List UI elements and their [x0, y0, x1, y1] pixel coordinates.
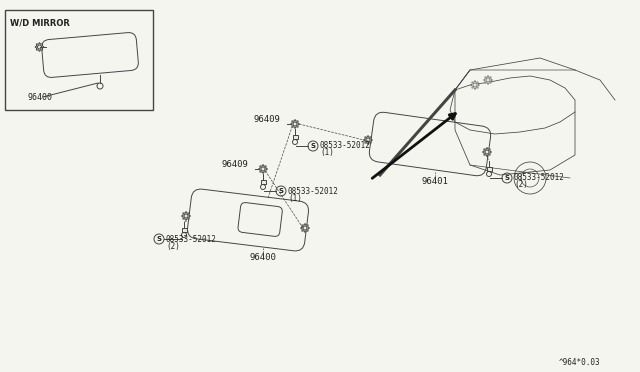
Polygon shape	[182, 212, 191, 221]
Circle shape	[184, 214, 188, 218]
Polygon shape	[483, 76, 493, 84]
Text: 08533-52012: 08533-52012	[288, 186, 339, 196]
Text: 96400: 96400	[27, 93, 52, 102]
Circle shape	[485, 150, 489, 154]
Polygon shape	[259, 164, 268, 173]
Circle shape	[293, 122, 297, 126]
Text: W/D MIRROR: W/D MIRROR	[10, 18, 70, 27]
FancyBboxPatch shape	[369, 112, 491, 176]
Text: 96400: 96400	[250, 253, 276, 262]
Bar	[182, 228, 186, 232]
Text: (1): (1)	[320, 148, 334, 157]
Text: S: S	[278, 188, 284, 194]
Circle shape	[38, 45, 42, 49]
Text: 08533-52012: 08533-52012	[166, 234, 217, 244]
Polygon shape	[364, 135, 372, 144]
Circle shape	[473, 83, 477, 87]
Polygon shape	[470, 80, 479, 90]
Text: ^964*0.03: ^964*0.03	[558, 358, 600, 367]
Text: 08533-52012: 08533-52012	[514, 173, 565, 183]
FancyBboxPatch shape	[238, 203, 282, 236]
Circle shape	[303, 226, 307, 230]
Text: S: S	[504, 175, 509, 181]
Text: S: S	[157, 236, 161, 242]
Polygon shape	[301, 224, 310, 232]
Text: (2): (2)	[166, 241, 180, 250]
Bar	[5, 10, 153, 110]
Bar	[486, 167, 492, 171]
Bar	[292, 135, 298, 139]
Text: 08533-52012: 08533-52012	[320, 141, 371, 151]
Text: 96401: 96401	[422, 177, 449, 186]
Text: (1): (1)	[288, 193, 302, 202]
Circle shape	[261, 167, 265, 171]
Text: 96409: 96409	[253, 115, 280, 124]
Polygon shape	[291, 119, 300, 128]
Circle shape	[366, 138, 370, 142]
Text: 96409: 96409	[221, 160, 248, 169]
FancyBboxPatch shape	[188, 189, 308, 251]
Text: S: S	[310, 143, 316, 149]
Text: (2): (2)	[514, 180, 528, 189]
Polygon shape	[35, 42, 44, 51]
FancyBboxPatch shape	[42, 33, 138, 77]
Circle shape	[486, 78, 490, 82]
Polygon shape	[483, 148, 492, 157]
Bar	[260, 180, 266, 184]
